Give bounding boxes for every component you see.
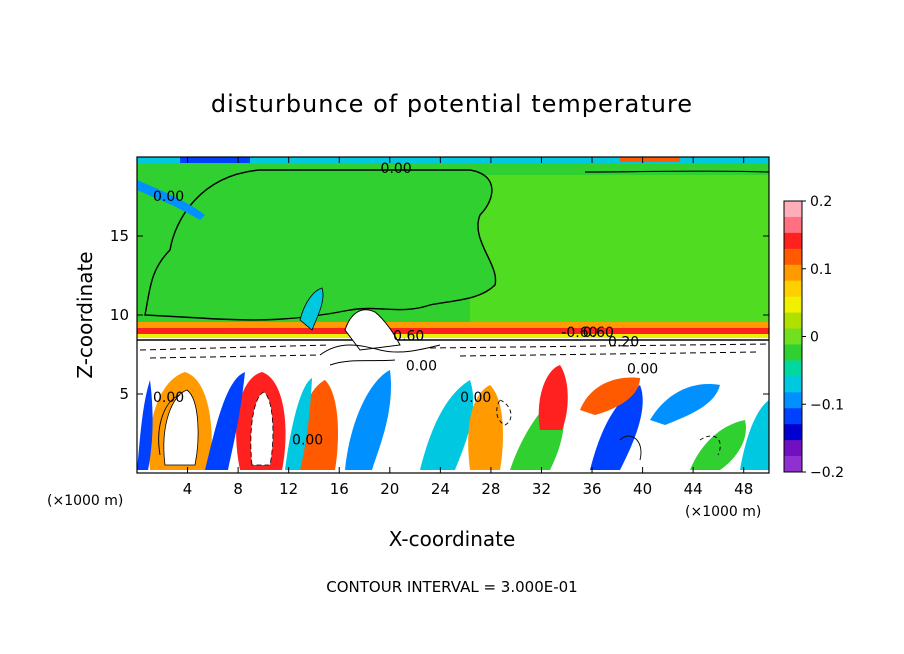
lower-contour-2 xyxy=(496,399,512,426)
contour-label: 0.60 xyxy=(393,328,424,344)
plume-1-core xyxy=(163,389,199,466)
colorbar-swatch xyxy=(784,216,802,234)
x-unit-right: (×1000 m) xyxy=(685,504,761,520)
colorbar-swatch xyxy=(784,408,802,425)
x-tick-label: 28 xyxy=(481,480,500,498)
transition-dashed-2 xyxy=(149,351,761,359)
y-tick-label: 5 xyxy=(119,385,129,403)
y-tick-label: 15 xyxy=(110,227,129,245)
cold-swirl-4 xyxy=(420,380,474,470)
plume-4 xyxy=(468,385,503,470)
contour-interval-note: CONTOUR INTERVAL = 3.000E-01 xyxy=(326,578,577,596)
cold-swirl-1 xyxy=(205,372,245,470)
cold-swirl-7 xyxy=(650,384,720,425)
contour-label: 0.00 xyxy=(153,390,184,406)
x-tick-label: 24 xyxy=(431,480,450,498)
colorbar-swatch xyxy=(784,201,802,218)
x-tick-label: 12 xyxy=(279,480,298,498)
colorbar-swatch xyxy=(784,424,802,441)
tower-center-contours xyxy=(319,344,441,366)
lower-contour-4 xyxy=(619,435,642,461)
colorbar-swatch xyxy=(784,264,802,282)
top-boundary-cold xyxy=(180,157,250,163)
plot-area xyxy=(137,157,769,473)
cold-swirl-9 xyxy=(740,400,769,470)
colorbar-tick-label: 0 xyxy=(810,330,819,346)
x-tick-label: 32 xyxy=(532,480,551,498)
colorbar-swatch xyxy=(784,344,802,361)
upper-layer-field-right xyxy=(470,175,769,325)
x-tick-label: 8 xyxy=(233,480,243,498)
corner-cold-streak xyxy=(137,180,205,220)
colorbar-swatch xyxy=(784,312,802,330)
tower-left xyxy=(299,287,324,331)
colorbar-tick-label: 0.2 xyxy=(810,194,832,210)
transition-dashed-1 xyxy=(139,343,769,351)
colorbar: 0.2 0.1 0 −0.1 −0.2 xyxy=(783,194,844,481)
contour-upper-right xyxy=(584,170,769,173)
colorbar-tick-label: −0.1 xyxy=(810,397,844,413)
colorbar-tick-label: 0.1 xyxy=(810,262,832,278)
plume-6 xyxy=(580,377,640,415)
x-tick-label: 48 xyxy=(734,480,753,498)
colorbar-swatch xyxy=(784,376,802,393)
lower-contour-1 xyxy=(158,394,181,456)
colorbar-swatch xyxy=(784,392,802,409)
x-tick-label: 40 xyxy=(633,480,652,498)
zero-contour-upper xyxy=(144,169,497,321)
colorbar-tick-label: −0.2 xyxy=(810,465,844,481)
colorbar-swatch xyxy=(784,280,802,298)
x-tick-label: 16 xyxy=(330,480,349,498)
contour-label: -0.60 xyxy=(561,325,597,341)
chart-title: disturbunce of potential temperature xyxy=(211,90,693,118)
colorbar-swatch xyxy=(784,440,802,457)
colorbar-swatch xyxy=(784,360,802,377)
cold-swirl-8 xyxy=(690,420,746,470)
x-axis-label: X-coordinate xyxy=(389,527,516,551)
contour-label: 0.00 xyxy=(153,189,184,205)
inversion-band-red xyxy=(137,328,769,334)
inversion-band-yellow xyxy=(137,334,769,338)
y-tick-label: 10 xyxy=(110,306,129,324)
colorbar-swatch xyxy=(784,248,802,266)
top-boundary-warm xyxy=(620,157,680,162)
cold-swirl-2 xyxy=(285,378,312,470)
contour-label: 0.00 xyxy=(406,358,437,374)
tower-center xyxy=(344,309,401,351)
contour-labels: 0.000.000.60 0.60-0.600.200.000.00 0.000.0… xyxy=(153,161,658,449)
lower-contour-3 xyxy=(699,435,721,456)
y-axis: 5 10 15 xyxy=(110,227,769,403)
transition-zone xyxy=(137,338,769,366)
contour-label: 0.20 xyxy=(608,335,639,351)
x-axis: 4 8 12 16 20 24 28 32 36 40 44 48 xyxy=(183,157,753,498)
x-unit-left: (×1000 m) xyxy=(47,493,123,509)
plume-2-core xyxy=(250,391,274,466)
colorbar-swatch xyxy=(784,296,802,314)
colorbar-swatch xyxy=(784,456,802,473)
x-tick-label: 20 xyxy=(380,480,399,498)
colorbar-swatch xyxy=(784,232,802,250)
contour-label: 0.00 xyxy=(381,161,412,177)
contour-label: 0.60 xyxy=(583,325,614,341)
cold-swirl-10 xyxy=(137,380,153,470)
inversion-band-orange xyxy=(137,322,769,328)
cold-swirl-3 xyxy=(345,370,391,470)
x-tick-label: 44 xyxy=(684,480,703,498)
colorbar-swatch xyxy=(784,328,802,345)
cold-swirl-6 xyxy=(590,385,643,470)
x-tick-label: 36 xyxy=(582,480,601,498)
plume-5 xyxy=(538,365,568,430)
contour-label: 0.00 xyxy=(292,433,323,449)
contour-label: 0.00 xyxy=(627,361,658,377)
x-tick-label: 4 xyxy=(183,480,193,498)
contour-label: 0.00 xyxy=(460,390,491,406)
y-axis-label: Z-coordinate xyxy=(73,251,97,378)
lower-layer-plumes xyxy=(137,287,769,470)
top-boundary-strip xyxy=(137,157,769,163)
